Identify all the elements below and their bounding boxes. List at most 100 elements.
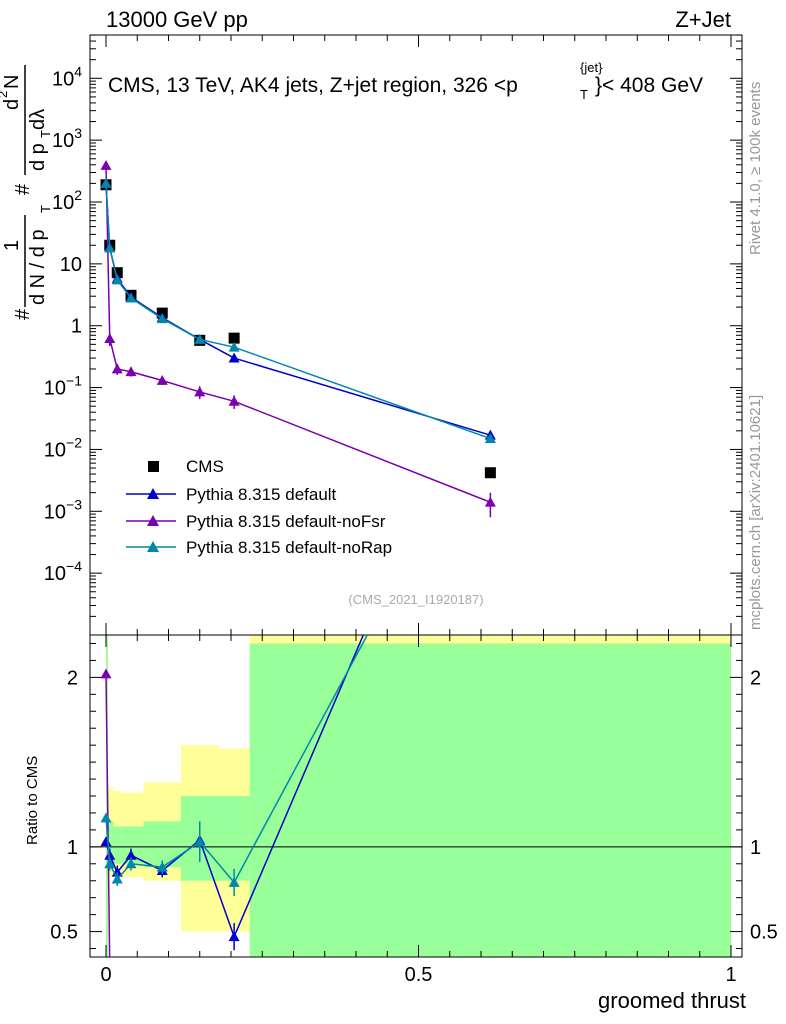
main-point-cms xyxy=(484,467,496,479)
ratio-point xyxy=(228,876,240,887)
ylabel-dpt: d p xyxy=(27,143,49,171)
ratio-band-green xyxy=(107,821,114,864)
ylabel-hash-2: # xyxy=(12,183,34,195)
main-point-triangle xyxy=(125,366,137,377)
legend-marker-norap xyxy=(147,541,159,552)
main-point-triangle xyxy=(100,159,112,170)
main-point-cms xyxy=(111,267,123,279)
ylabel-2: 2 xyxy=(0,91,10,98)
header-left: 13000 GeV pp xyxy=(106,7,248,32)
main-series xyxy=(100,159,496,518)
analysis-id: (CMS_2021_I1920187) xyxy=(348,592,483,607)
rivet-label: Rivet 4.1.0, ≥ 100k events xyxy=(747,82,764,255)
ratio-xtick-label: 0 xyxy=(100,964,111,986)
main-point-triangle xyxy=(111,274,123,285)
ratio-point xyxy=(100,668,112,679)
main-ytick-label: 1 xyxy=(71,316,82,338)
main-point-triangle xyxy=(484,433,496,443)
ylabel-one: 1 xyxy=(1,240,23,251)
ratio-point xyxy=(104,858,116,869)
main-series-line xyxy=(105,165,491,503)
ylabel-dlambda: dλ xyxy=(27,109,49,130)
main-title-end: }< 408 GeV xyxy=(595,74,703,97)
ratio-bands xyxy=(90,635,742,957)
main-point-triangle xyxy=(100,177,112,188)
ylabel-hash-1: # xyxy=(12,308,34,320)
ratio-point xyxy=(156,861,168,872)
main-ytick-exponent: −4 xyxy=(66,558,82,574)
main-ytick-exponent: −2 xyxy=(66,434,82,450)
ratio-point xyxy=(125,858,137,869)
ratio-point xyxy=(194,836,206,847)
main-ytick-exponent: 4 xyxy=(74,63,82,79)
main-point-triangle xyxy=(228,395,240,406)
main-title-sup: {jet} xyxy=(580,60,603,75)
main-ytick-exponent: −1 xyxy=(66,373,82,389)
ratio-band-green xyxy=(218,796,250,881)
ratio-series xyxy=(100,635,369,957)
main-ylabel: # 1 d N / d p T # d 2 N d p T dλ xyxy=(0,65,53,320)
legend-label-norap: Pythia 8.315 default-noRap xyxy=(186,538,392,557)
ratio-ytick-label-right: 2 xyxy=(750,667,761,689)
ratio-ytick-label-right: 1 xyxy=(750,837,761,859)
ylabel-t-sub-2: T xyxy=(38,130,53,138)
main-ytick-exponent: 3 xyxy=(74,125,82,141)
ratio-band-green xyxy=(113,826,122,864)
ylabel-t-sub-1: T xyxy=(38,205,53,213)
main-point-triangle xyxy=(228,341,240,352)
ylabel-n: N xyxy=(1,75,23,89)
legend-label-cms: CMS xyxy=(186,457,224,476)
ylabel-dn-dpt: d N / d p xyxy=(27,229,49,305)
main-title-text: CMS, 13 TeV, AK4 jets, Z+jet region, 326… xyxy=(108,74,518,97)
ratio-point xyxy=(228,931,240,942)
ratio-axes: 0.5 0.5 1 1 2 2 0 0.5 1 xyxy=(50,635,778,986)
main-ytick-label: 102 xyxy=(52,187,82,214)
main-ytick-label: 104 xyxy=(52,63,82,90)
mcplots-label: mcplots.cern.ch [arXiv:2401.10621] xyxy=(747,395,764,630)
legend-marker-cms xyxy=(148,461,159,472)
ratio-xtick-label: 0.5 xyxy=(405,964,433,986)
ratio-ylabel: Ratio to CMS xyxy=(24,756,41,845)
main-ytick-label: 10 xyxy=(60,254,82,276)
main-point-triangle xyxy=(156,313,168,324)
legend-label-default: Pythia 8.315 default xyxy=(186,485,337,504)
ratio-ytick-label-right: 0.5 xyxy=(750,922,778,944)
ratio-ytick-label: 1 xyxy=(67,837,78,859)
main-point-triangle xyxy=(194,333,206,344)
ratio-ytick-label: 0.5 xyxy=(50,922,78,944)
main-point-triangle xyxy=(125,292,137,303)
main-point-triangle xyxy=(104,333,116,343)
ratio-band-green xyxy=(249,643,731,957)
main-ytick-label: 10−4 xyxy=(44,558,82,585)
ratio-ytick-label: 2 xyxy=(67,667,78,689)
legend-marker-default xyxy=(147,488,159,499)
legend-label-nofsr: Pythia 8.315 default-noFsr xyxy=(186,512,386,531)
header-right: Z+Jet xyxy=(675,7,731,32)
x-axis-label: groomed thrust xyxy=(598,988,746,1013)
main-ytick-label: 10−3 xyxy=(44,496,82,523)
main-point-triangle xyxy=(104,242,116,253)
ratio-point xyxy=(111,873,123,884)
legend-marker-nofsr xyxy=(147,515,159,526)
main-point-triangle xyxy=(228,352,240,363)
main-point-cms xyxy=(228,332,240,344)
ratio-point xyxy=(100,812,112,823)
main-title-sub: T xyxy=(580,87,588,102)
main-ytick-label: 10−2 xyxy=(44,434,82,461)
main-point-triangle xyxy=(194,386,206,397)
main-point-triangle xyxy=(111,363,123,374)
ratio-xtick-label: 1 xyxy=(725,964,736,986)
main-ytick-label: 103 xyxy=(52,125,82,152)
main-title: CMS, 13 TeV, AK4 jets, Z+jet region, 326… xyxy=(108,74,518,97)
main-ytick-exponent: −3 xyxy=(66,496,82,512)
main-ytick-label: 10−1 xyxy=(44,373,82,400)
main-ytick-exponent: 2 xyxy=(74,187,82,203)
main-point-triangle xyxy=(156,375,168,385)
main-series-line xyxy=(105,183,491,440)
ratio-point xyxy=(125,849,137,860)
ylabel-d: d xyxy=(1,99,23,110)
main-point-triangle xyxy=(484,496,496,507)
ratio-band-green xyxy=(121,826,144,864)
